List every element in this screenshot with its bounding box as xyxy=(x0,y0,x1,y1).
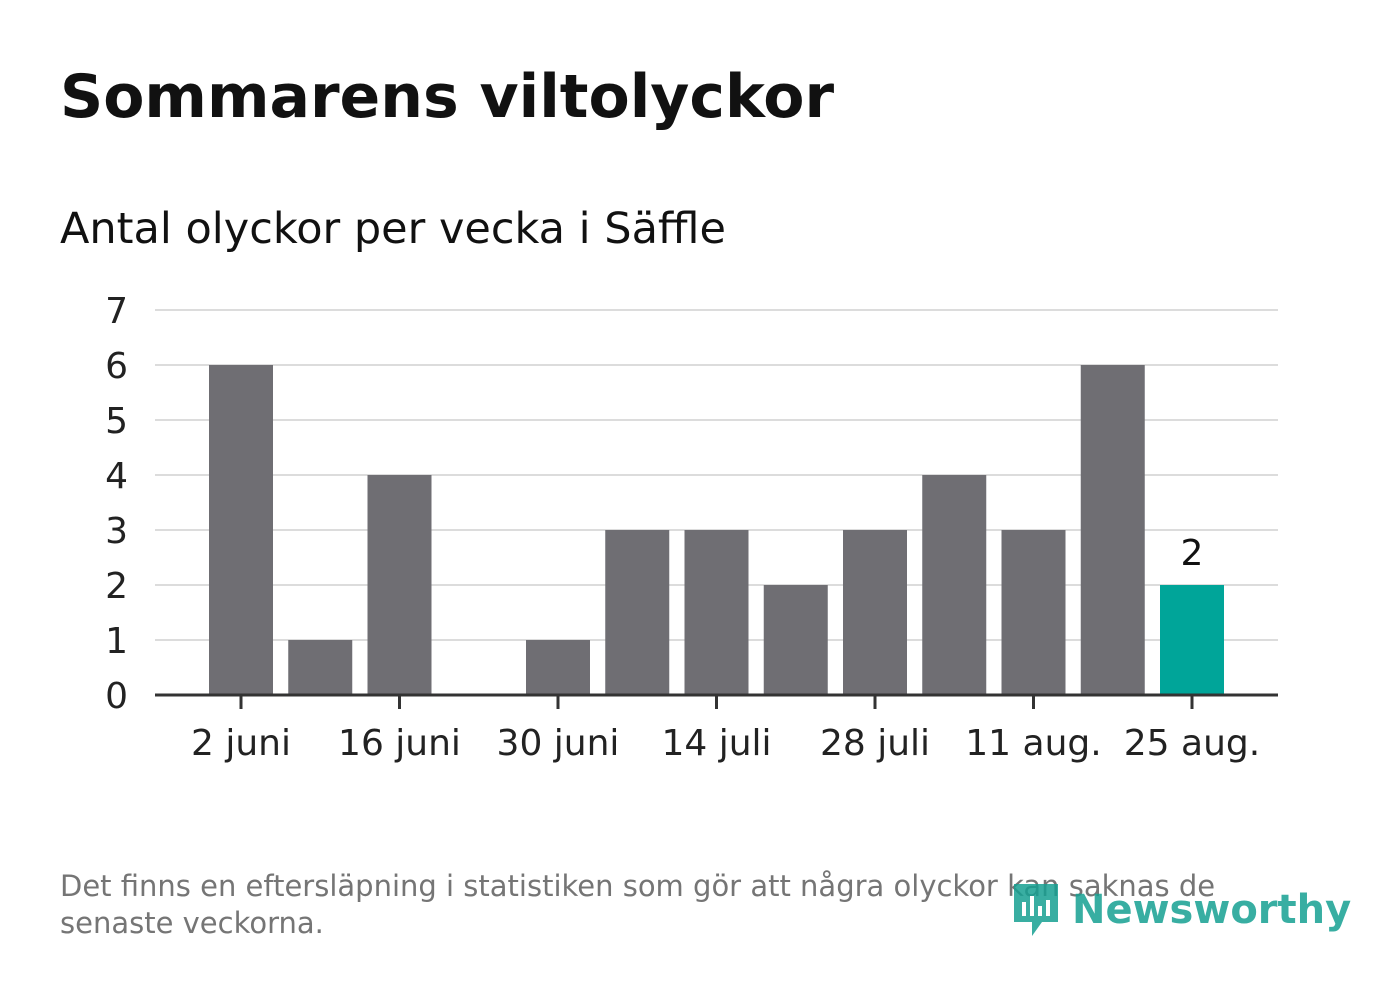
y-axis-ticks: 0 1 2 3 4 5 6 7 xyxy=(105,291,128,717)
data-label: 2 xyxy=(1181,533,1204,574)
x-tick-label: 30 juni xyxy=(497,723,620,764)
bar-chart: 0 1 2 3 4 5 6 7 2 juni 16 juni 30 juni 14 juli 28 j… xyxy=(0,0,1382,800)
bar xyxy=(685,530,749,695)
y-tick-label: 4 xyxy=(105,456,128,497)
x-tick-label: 2 juni xyxy=(191,723,291,764)
x-tick-label: 28 juli xyxy=(820,723,930,764)
bar xyxy=(843,530,907,695)
bar xyxy=(922,475,986,695)
bar xyxy=(764,585,828,695)
y-tick-label: 5 xyxy=(105,401,128,442)
y-tick-label: 3 xyxy=(105,511,128,552)
bar xyxy=(1002,530,1066,695)
bar xyxy=(209,365,273,695)
bar xyxy=(1081,365,1145,695)
y-tick-label: 0 xyxy=(105,676,128,717)
y-tick-label: 2 xyxy=(105,566,128,607)
y-tick-label: 1 xyxy=(105,621,128,662)
data-labels: 2 xyxy=(1181,533,1204,574)
y-tick-label: 7 xyxy=(105,291,128,332)
x-tick-label: 14 juli xyxy=(661,723,771,764)
y-tick-label: 6 xyxy=(105,346,128,387)
newsworthy-logo-text: Newsworthy xyxy=(1072,887,1351,933)
newsworthy-logo-icon xyxy=(1010,878,1064,942)
x-tick-label: 16 juni xyxy=(338,723,461,764)
bar xyxy=(526,640,590,695)
newsworthy-logo: Newsworthy xyxy=(1010,878,1351,942)
x-tick-label: 25 aug. xyxy=(1124,723,1260,764)
bar xyxy=(368,475,432,695)
x-axis-ticks: 2 juni 16 juni 30 juni 14 juli 28 juli 11 aug… xyxy=(191,695,1260,764)
bar xyxy=(605,530,669,695)
bar xyxy=(288,640,352,695)
x-tick-label: 11 aug. xyxy=(965,723,1101,764)
bar xyxy=(1160,585,1224,695)
